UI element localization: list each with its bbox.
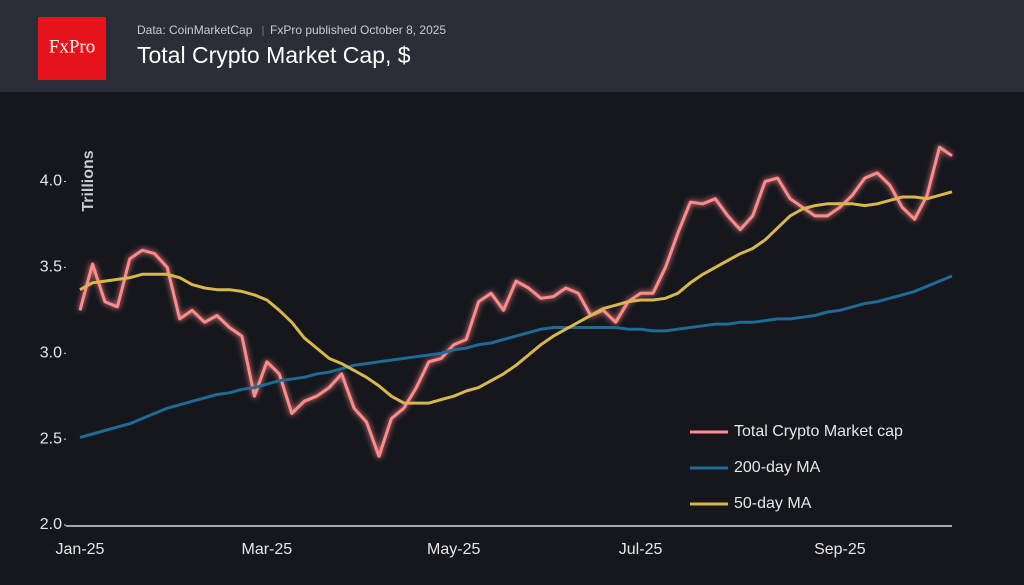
x-tick-label: Sep-25 <box>814 541 866 558</box>
header-band <box>0 0 1024 92</box>
y-tick-label: 2.5 <box>40 430 62 447</box>
x-tick-label: Jul-25 <box>619 541 663 558</box>
published: FxPro published October 8, 2025 <box>270 23 446 37</box>
chart-title: Total Crypto Market Cap, $ <box>137 42 411 68</box>
y-tick-label: 3.0 <box>40 344 62 361</box>
source: Data: CoinMarketCap <box>137 23 253 37</box>
series-line <box>79 190 953 405</box>
y-axis-label: Trillions <box>80 150 97 211</box>
series-line <box>79 274 953 439</box>
legend-label: 50-day MA <box>734 495 812 512</box>
y-tick-label: 4.0 <box>40 173 62 190</box>
logo-box <box>38 17 106 80</box>
x-tick-label: Jan-25 <box>56 541 105 558</box>
y-tick-label: 3.5 <box>40 259 62 276</box>
x-tick-label: May-25 <box>427 541 480 558</box>
y-tick-label: 2.0 <box>40 516 62 533</box>
logo: FxPro <box>49 36 95 57</box>
series-line <box>78 145 953 458</box>
legend-label: Total Crypto Market cap <box>734 423 903 440</box>
legend-label: 200-day MA <box>734 459 821 476</box>
x-tick-label: Mar-25 <box>242 541 293 558</box>
